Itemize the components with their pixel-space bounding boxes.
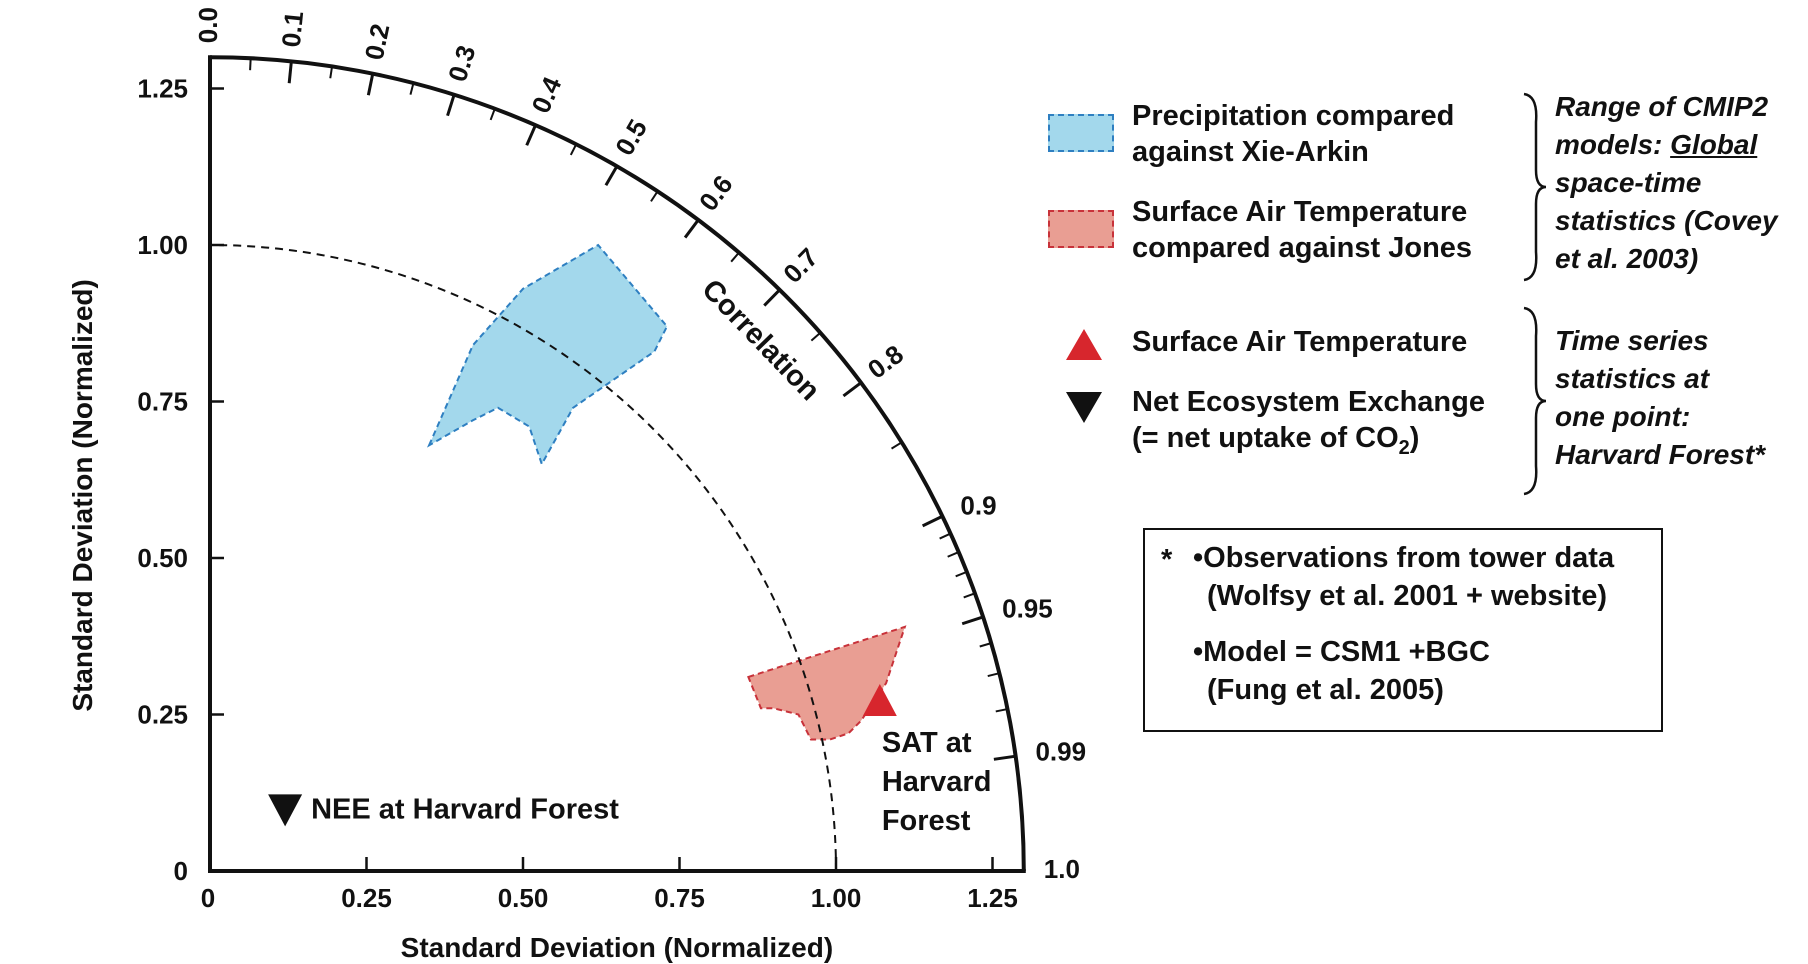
outer-correlation-arc bbox=[209, 55, 1026, 872]
y-tick-label: 1.25 bbox=[137, 74, 188, 104]
sat-point-legend-label: Surface Air Temperature bbox=[1132, 326, 1468, 358]
correlation-minor-tick bbox=[249, 58, 252, 71]
correlation-tick bbox=[763, 288, 781, 307]
y-tick-label: 0.75 bbox=[137, 387, 188, 417]
nee-point-label: NEE at Harvard Forest bbox=[311, 793, 619, 825]
ts-note-line2: statistics at bbox=[1555, 363, 1710, 394]
correlation-tick-label: 0.1 bbox=[276, 10, 309, 49]
notes-bullet2-line1: •Model = CSM1 +BGC bbox=[1193, 636, 1490, 668]
correlation-tick bbox=[287, 61, 293, 84]
nee-legend-line2: (= net uptake of CO2) bbox=[1132, 422, 1420, 459]
y-tick-label: 0 bbox=[174, 856, 188, 886]
correlation-tick-label: 1.0 bbox=[1044, 854, 1080, 884]
correlation-minor-tick bbox=[650, 190, 659, 202]
cmip-note-line2: models: Global bbox=[1555, 129, 1758, 160]
correlation-tick bbox=[683, 219, 700, 239]
notes-bullet1-line1: •Observations from tower data bbox=[1193, 542, 1615, 574]
correlation-tick bbox=[525, 124, 537, 146]
cmip-note: Range of CMIP2 models: Global space-time… bbox=[1555, 88, 1778, 278]
correlation-tick bbox=[921, 514, 944, 528]
correlation-minor-tick bbox=[569, 143, 578, 156]
model-range-region bbox=[426, 243, 669, 467]
correlation-tick bbox=[604, 165, 619, 187]
correlation-tick-label: 0.0 bbox=[193, 7, 223, 43]
notes-box: * •Observations from tower data (Wolfsy … bbox=[1143, 528, 1663, 732]
ts-note-line4: Harvard Forest* bbox=[1555, 439, 1766, 470]
correlation-tick-label: 0.5 bbox=[609, 114, 653, 160]
sat-point-legend-marker bbox=[1066, 329, 1102, 360]
timeseries-note: Time series statistics at one point: Har… bbox=[1555, 322, 1765, 474]
cmip-note-line3: space-time bbox=[1555, 167, 1702, 198]
correlation-tick bbox=[366, 73, 375, 96]
correlation-tick bbox=[993, 754, 1016, 761]
timeseries-brace bbox=[1523, 306, 1547, 496]
precip-legend-line1: Precipitation compared bbox=[1132, 100, 1455, 132]
x-tick-label: 0 bbox=[201, 883, 215, 913]
y-tick-label: 0.25 bbox=[137, 700, 188, 730]
correlation-tick-label: 0.95 bbox=[1002, 594, 1053, 624]
x-tick-label: 1.25 bbox=[967, 883, 1018, 913]
correlation-tick-label: 0.9 bbox=[960, 490, 996, 520]
model-range-region bbox=[747, 625, 907, 741]
correlation-minor-tick bbox=[995, 708, 1008, 713]
correlation-tick-label: 0.3 bbox=[442, 42, 481, 85]
correlation-tick-label: 0.6 bbox=[693, 170, 739, 217]
notes-bullet1-line2: (Wolfsy et al. 2001 + website) bbox=[1207, 580, 1607, 612]
sat-point-label: Harvard bbox=[882, 766, 992, 798]
correlation-tick-label: 0.4 bbox=[525, 72, 567, 118]
y-tick-label: 1.00 bbox=[137, 230, 188, 260]
correlation-minor-tick bbox=[489, 108, 496, 121]
y-axis-label: Standard Deviation (Normalized) bbox=[67, 279, 98, 712]
x-tick-label: 1.00 bbox=[811, 883, 862, 913]
correlation-minor-tick bbox=[963, 592, 976, 599]
correlation-minor-tick bbox=[810, 331, 822, 342]
cmip-note-line4: statistics (Covey bbox=[1555, 205, 1778, 236]
correlation-tick-label: 0.7 bbox=[777, 242, 824, 289]
cmip-brace bbox=[1523, 92, 1547, 282]
taylor-diagram: 00 0.25 0.25 0.50 0.50 0.75 0.75 1.00 1.00 1.25 1.… bbox=[67, 7, 1086, 963]
data-points: SAT at Harvard Forest NEE at Harvard Forest bbox=[268, 683, 992, 837]
nee-legend-line1: Net Ecosystem Exchange bbox=[1132, 386, 1485, 418]
notes-bullet2-line2: (Fung et al. 2005) bbox=[1207, 674, 1444, 706]
sat-point-label: SAT at bbox=[882, 727, 972, 759]
y-tick-label: 0.50 bbox=[137, 543, 188, 573]
correlation-tick bbox=[961, 615, 984, 626]
sat-point-label: Forest bbox=[882, 805, 971, 837]
sat-point bbox=[862, 683, 897, 716]
correlation-minor-tick bbox=[329, 66, 334, 79]
x-axis-label: Standard Deviation (Normalized) bbox=[401, 932, 834, 963]
model-range-regions bbox=[426, 243, 907, 741]
correlation-minor-tick bbox=[955, 570, 968, 578]
correlation-label: Correlation bbox=[695, 273, 825, 407]
ts-note-line3: one point: bbox=[1555, 401, 1691, 432]
correlation-tick bbox=[446, 94, 456, 117]
reference-std-circle bbox=[209, 244, 837, 872]
precip-legend-line2: against Xie-Arkin bbox=[1132, 136, 1369, 168]
sat-legend-line2: compared against Jones bbox=[1132, 232, 1473, 264]
correlation-tick-label: 0.99 bbox=[1035, 736, 1086, 766]
nee-legend-marker bbox=[1066, 392, 1102, 423]
correlation-tick-label: 0.8 bbox=[862, 339, 909, 385]
notes-star: * bbox=[1161, 544, 1173, 576]
sat-swatch bbox=[1048, 210, 1114, 248]
correlation-tick bbox=[842, 381, 862, 398]
cmip-note-line1: Range of CMIP2 bbox=[1555, 91, 1769, 122]
correlation-minor-tick bbox=[947, 551, 960, 558]
correlation-minor-tick bbox=[891, 441, 903, 450]
precip-swatch bbox=[1048, 114, 1114, 152]
x-tick-label: 0.25 bbox=[341, 883, 392, 913]
ts-note-line1: Time series bbox=[1555, 325, 1709, 356]
std-ticks: 00 0.25 0.25 0.50 0.50 0.75 0.75 1.00 1.00 1.25 1.… bbox=[137, 74, 1017, 914]
sat-legend-line1: Surface Air Temperature bbox=[1132, 196, 1468, 228]
x-tick-label: 0.50 bbox=[498, 883, 549, 913]
correlation-minor-tick bbox=[979, 642, 992, 648]
x-tick-label: 0.75 bbox=[654, 883, 705, 913]
correlation-tick-label: 0.2 bbox=[359, 21, 396, 62]
nee-point bbox=[268, 794, 303, 827]
correlation-minor-tick bbox=[409, 82, 415, 95]
correlation-minor-tick bbox=[730, 251, 740, 263]
cmip-note-line5: et al. 2003) bbox=[1555, 243, 1699, 274]
correlation-minor-tick bbox=[939, 532, 951, 540]
correlation-minor-tick bbox=[987, 672, 1000, 678]
